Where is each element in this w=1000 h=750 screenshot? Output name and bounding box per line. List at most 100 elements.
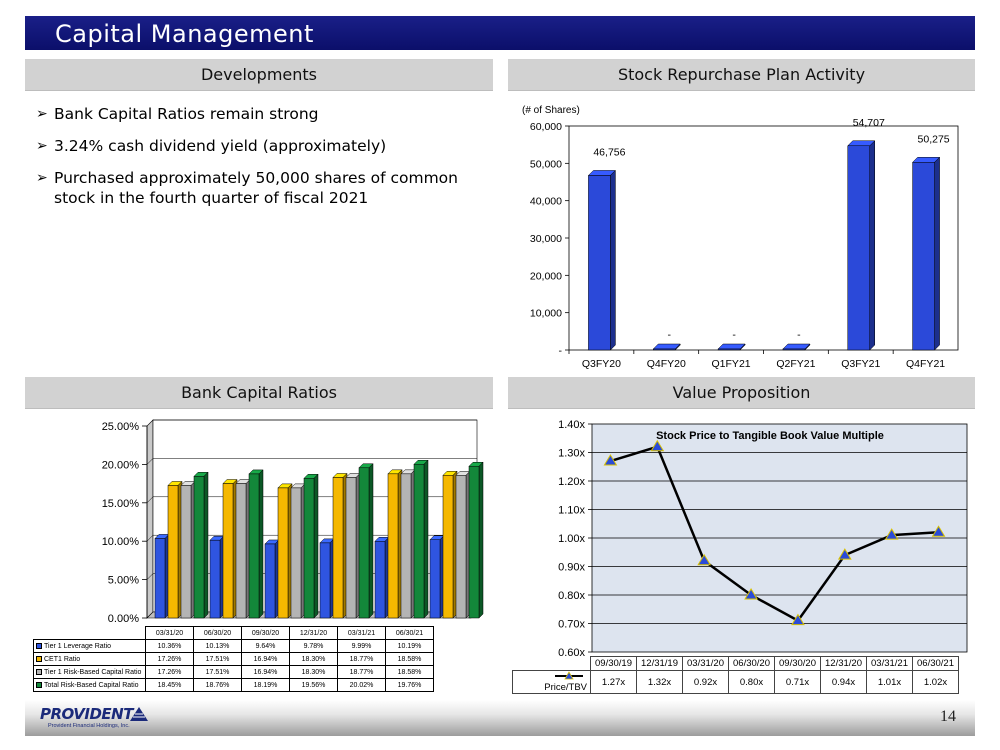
gridline [146,419,154,427]
data-point-marker [837,548,852,560]
column-header: 03/31/21 [866,656,913,671]
value-data-table: 09/30/19 12/31/19 03/31/20 06/30/20 09/30/20… [512,656,959,694]
table-cell: 0.94x [820,670,867,694]
repurchase-bar [717,348,741,351]
column-header: 06/30/20 [728,656,775,671]
data-point-marker [650,439,665,452]
table-cell: 19.56% [289,678,338,692]
column-header: 12/31/19 [636,656,683,671]
column-header: 03/31/20 [682,656,729,671]
series-label: Tier 1 Leverage Ratio [33,639,146,653]
x-tick-label: Q1FY21 [712,358,751,370]
developments-list: ➢ Bank Capital Ratios remain strong ➢ 3.24… [36,104,486,220]
ratio-bar [332,477,344,619]
legend-swatch [36,655,42,662]
y-tick-label: 0.00% [108,613,139,625]
x-tick-label: Q3FY21 [841,358,880,370]
flag-icon [130,707,148,721]
data-point-marker [697,553,712,566]
column-header: 06/30/21 [385,626,434,640]
ratios-data-table: 03/31/20 06/30/20 09/30/20 12/31/20 03/31/21… [33,626,434,692]
ratio-bar [468,465,480,619]
y-tick-label: 60,000 [530,121,562,133]
column-header: 03/31/20 [145,626,194,640]
legend-swatch [36,668,42,675]
ratio-bar [180,485,192,619]
table-cell: 9.99% [337,639,386,653]
table-cell: 10.13% [193,639,242,653]
table-corner [513,657,591,671]
page-title: Capital Management [55,20,314,48]
series-label: Total Risk-Based Capital Ratio [33,678,146,692]
y-tick-label: 15.00% [102,498,140,510]
ratio-bar-side [313,473,319,619]
table-cell: 10.36% [145,639,194,653]
table-cell: 9.78% [289,639,338,653]
bullet-item: ➢ 3.24% cash dividend yield (approximatel… [36,136,486,156]
ratio-bar [167,485,179,619]
series-label: CET1 Ratio [33,652,146,666]
bar-value-label: - [797,329,801,341]
table-cell: 18.76% [193,678,242,692]
table-cell: 0.71x [774,670,821,694]
repurchase-bar-side [610,169,616,351]
logo-subtext: Provident Financial Holdings, Inc. [48,723,130,729]
bar-value-label: - [668,329,672,341]
legend-key-icon [555,671,583,680]
y-tick-label: 1.00x [558,533,585,545]
repurchase-bar [782,348,806,351]
footer-bar [25,700,975,736]
x-tick-label: Q4FY21 [906,358,945,370]
y-tick-label: 0.90x [558,562,585,574]
bar-value-label: 54,707 [853,117,885,129]
gridline [146,573,154,580]
y-axis-title: (# of Shares) [522,105,580,116]
repurchase-header: Stock Repurchase Plan Activity [508,59,975,91]
table-row: Price/TBV 1.27x 1.32x 0.92x 0.80x 0.71x 0.94x 1… [512,670,959,694]
ratio-bar [209,539,221,619]
column-header: 09/30/19 [590,656,637,671]
logo-text: PROVIDENT [40,705,133,723]
data-point-marker [791,613,805,626]
arrow-bullet-icon: ➢ [36,106,48,122]
gridline [146,496,154,503]
table-cell: 18.77% [337,652,386,666]
ratio-bar [455,475,467,619]
ratio-bar [277,487,289,619]
ratio-bar [235,483,247,619]
table-cell: 10.19% [385,639,434,653]
value-chart: 0.60x 0.70x 0.80x 0.90x 1.00x 1.10x 1.20x 1.30x… [558,419,968,656]
table-cell: 18.77% [337,665,386,679]
ratio-bar [222,483,234,619]
y-tick-label: 0.70x [558,619,585,631]
table-row: Total Risk-Based Capital Ratio 18.45% 18.7… [33,678,434,692]
series-label: Tier 1 Risk-Based Capital Ratio [33,665,146,679]
y-tick-label: 50,000 [530,158,562,170]
chart-title: Stock Price to Tangible Book Value Multi… [656,430,884,442]
table-row: Tier 1 Risk-Based Capital Ratio 17.26% 17.… [33,665,434,679]
table-cell: 17.51% [193,652,242,666]
gridline [146,535,154,542]
ratio-bar [154,538,166,619]
ratio-bar [319,542,331,619]
y-tick-label: 20,000 [530,270,562,282]
column-header: 09/30/20 [241,626,290,640]
y-tick-label: 40,000 [530,196,562,208]
table-corner [34,627,146,640]
table-cell: 9.64% [241,639,290,653]
price-tbv-line [610,445,939,623]
table-cell: 17.51% [193,665,242,679]
bullet-item: ➢ Bank Capital Ratios remain strong [36,104,486,124]
y-tick-label: - [559,345,563,357]
value-header: Value Proposition [508,377,975,409]
data-point-marker [884,528,899,540]
table-cell: 18.58% [385,652,434,666]
table-cell: 1.02x [912,670,959,694]
table-header-row: 09/30/19 12/31/19 03/31/20 06/30/20 09/30/20… [513,656,959,671]
ratio-bar [264,543,276,619]
table-cell: 1.01x [866,670,913,694]
repurchase-bar-side [934,156,940,351]
y-tick-label: 10.00% [102,536,140,548]
bullet-text: Purchased approximately 50,000 shares of… [54,169,458,207]
table-cell: 20.02% [337,678,386,692]
